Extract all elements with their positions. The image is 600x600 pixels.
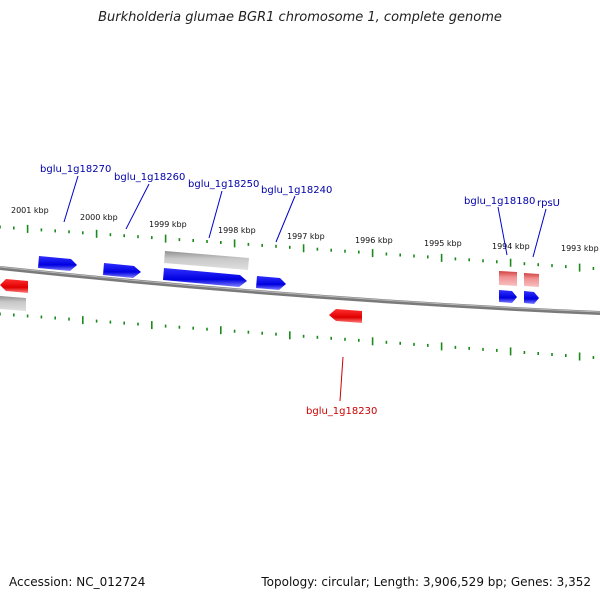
gene-arrow-forward[interactable] xyxy=(38,256,77,271)
scale-label: 2000 kbp xyxy=(80,213,118,222)
gene-label: bglu_1g18240 xyxy=(261,185,332,196)
gene-arrow-forward[interactable] xyxy=(163,268,247,287)
gene-label: bglu_1g18260 xyxy=(114,172,185,183)
scale-label: 1998 kbp xyxy=(218,226,256,235)
scale-label: 1995 kbp xyxy=(424,239,462,248)
rna-gene-bar[interactable] xyxy=(524,273,539,287)
gene-leader-lines xyxy=(63,175,547,402)
upper-tick-row xyxy=(0,224,595,272)
scale-label: 1993 kbp xyxy=(561,244,599,253)
genome-title: Burkholderia glumae BGR1 chromosome 1, c… xyxy=(98,10,502,25)
gene-arrow-forward[interactable] xyxy=(524,291,539,304)
lower-tick-row xyxy=(0,312,595,361)
accession-text: Accession: NC_012724 xyxy=(9,575,146,589)
rna-gene-bar[interactable] xyxy=(499,271,517,286)
gene-arrow-forward[interactable] xyxy=(256,276,286,290)
gene-arrow-reverse[interactable] xyxy=(329,309,362,323)
genome-backbone xyxy=(0,266,600,315)
scale-label: 1999 kbp xyxy=(149,220,187,229)
scale-label: 1997 kbp xyxy=(287,232,325,241)
scale-label: 1996 kbp xyxy=(355,236,393,245)
topology-text: Topology: circular; Length: 3,906,529 bp… xyxy=(261,575,591,589)
gene-arrow-forward[interactable] xyxy=(499,290,517,303)
gene-label: bglu_1g18230 xyxy=(306,406,377,417)
gene-arrow-forward[interactable] xyxy=(103,263,141,278)
scale-labels: 2001 kbp 2000 kbp 1999 kbp 1998 kbp 1997… xyxy=(11,206,599,253)
scale-label: 1994 kbp xyxy=(492,242,530,251)
pseudogene-bar[interactable] xyxy=(0,296,26,311)
gene-label: bglu_1g18180 xyxy=(464,196,535,207)
forward-genes xyxy=(38,251,539,304)
pseudogene-bar[interactable] xyxy=(164,251,249,270)
gene-labels: bglu_1g18270 bglu_1g18260 bglu_1g18250 b… xyxy=(40,164,560,417)
gene-label: bglu_1g18270 xyxy=(40,164,111,175)
reverse-genes xyxy=(0,279,362,323)
scale-label: 2001 kbp xyxy=(11,206,49,215)
gene-label: bglu_1g18250 xyxy=(188,179,259,190)
gene-arrow-reverse[interactable] xyxy=(0,279,28,293)
gene-label: rpsU xyxy=(537,198,560,209)
